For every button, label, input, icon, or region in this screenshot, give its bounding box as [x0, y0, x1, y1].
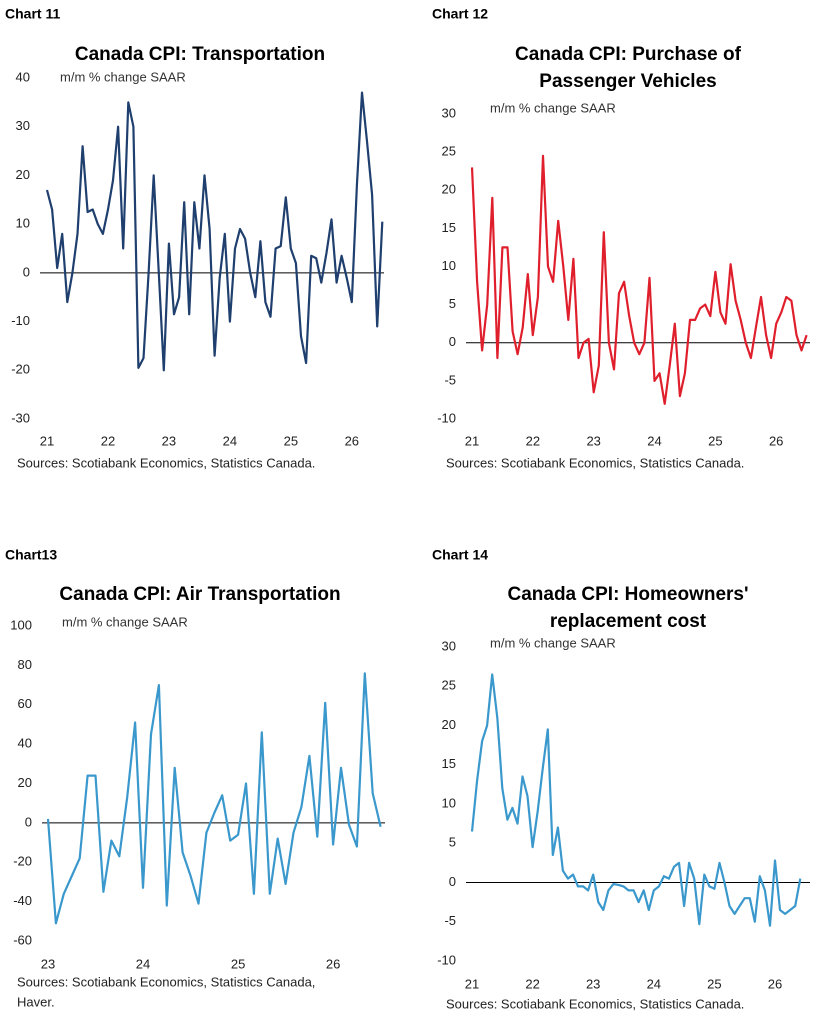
y-tick-label: 0 [23, 264, 30, 279]
x-tick-label: 23 [41, 956, 55, 971]
y-tick-label: 30 [16, 118, 30, 133]
source: Sources: Scotiabank Economics, Statistic… [17, 974, 315, 989]
y-tick-label: -60 [13, 932, 32, 947]
y-tick-label: -20 [13, 854, 32, 869]
y-tick-label: 30 [442, 638, 456, 653]
chart-title: Canada CPI: Transportation [75, 44, 325, 65]
x-tick-label: 23 [586, 433, 600, 448]
x-tick-label: 25 [708, 433, 722, 448]
chart-title: replacement cost [550, 611, 707, 632]
y-tick-label: 5 [449, 296, 456, 311]
x-tick-label: 26 [769, 433, 783, 448]
y-tick-label: -30 [11, 410, 30, 425]
y-tick-label: 60 [18, 696, 32, 711]
x-tick-label: 25 [707, 976, 721, 991]
y-tick-label: 0 [449, 334, 456, 349]
chart-label: Chart 14 [432, 547, 488, 563]
x-tick-label: 22 [525, 976, 539, 991]
y-tick-label: 30 [442, 105, 456, 120]
line-series [470, 673, 802, 927]
x-tick-label: 22 [526, 433, 540, 448]
y-tick-label: 10 [442, 795, 456, 810]
line-series [470, 154, 808, 405]
y-tick-label: -40 [13, 893, 32, 908]
y-tick-label: 0 [25, 814, 32, 829]
y-tick-label: 25 [442, 144, 456, 159]
y-tick-label: 5 [449, 835, 456, 850]
x-tick-label: 21 [465, 976, 479, 991]
subtitle: m/m % change SAAR [490, 100, 616, 115]
y-tick-label: 40 [18, 736, 32, 751]
source: Sources: Scotiabank Economics, Statistic… [17, 455, 315, 470]
y-tick-label: 0 [449, 874, 456, 889]
source: Haver. [17, 994, 55, 1009]
y-tick-label: 25 [442, 678, 456, 693]
x-tick-label: 22 [101, 433, 115, 448]
source: Sources: Scotiabank Economics, Statistic… [446, 996, 744, 1011]
chart-title: Canada CPI: Air Transportation [59, 584, 340, 605]
x-tick-label: 25 [231, 956, 245, 971]
y-tick-label: 40 [16, 69, 30, 84]
x-tick-label: 26 [326, 956, 340, 971]
y-tick-label: 20 [442, 717, 456, 732]
chart-title: Canada CPI: Homeowners' [507, 584, 748, 605]
y-tick-label: -10 [437, 410, 456, 425]
chart-label: Chart 11 [5, 6, 60, 22]
chart-title: Canada CPI: Purchase of [515, 44, 742, 65]
line-series [46, 672, 382, 925]
y-tick-label: 15 [442, 220, 456, 235]
subtitle: m/m % change SAAR [490, 635, 616, 650]
x-tick-label: 24 [647, 976, 661, 991]
x-tick-label: 21 [40, 433, 54, 448]
y-tick-label: -10 [437, 952, 456, 967]
y-tick-label: 15 [442, 756, 456, 771]
line-series [45, 91, 384, 372]
y-tick-label: 100 [10, 617, 32, 632]
chart-label: Chart 12 [432, 6, 488, 22]
y-tick-label: -5 [444, 372, 456, 387]
chart-label: Chart13 [5, 547, 57, 563]
x-tick-label: 23 [162, 433, 176, 448]
subtitle: m/m % change SAAR [62, 614, 188, 629]
y-tick-label: -5 [444, 913, 456, 928]
x-tick-label: 24 [647, 433, 661, 448]
x-tick-label: 26 [768, 976, 782, 991]
x-tick-label: 24 [136, 956, 150, 971]
x-tick-label: 21 [465, 433, 479, 448]
chart-title: Passenger Vehicles [539, 71, 716, 92]
y-tick-label: 10 [442, 258, 456, 273]
y-tick-label: 20 [442, 182, 456, 197]
x-tick-label: 23 [586, 976, 600, 991]
y-tick-label: -20 [11, 362, 30, 377]
x-tick-label: 25 [284, 433, 298, 448]
source: Sources: Scotiabank Economics, Statistic… [446, 455, 744, 470]
subtitle: m/m % change SAAR [60, 69, 186, 84]
y-tick-label: 20 [16, 167, 30, 182]
x-tick-label: 24 [223, 433, 237, 448]
y-tick-label: 20 [18, 775, 32, 790]
y-tick-label: -10 [11, 313, 30, 328]
y-tick-label: 10 [16, 216, 30, 231]
y-tick-label: 80 [18, 657, 32, 672]
x-tick-label: 26 [345, 433, 359, 448]
